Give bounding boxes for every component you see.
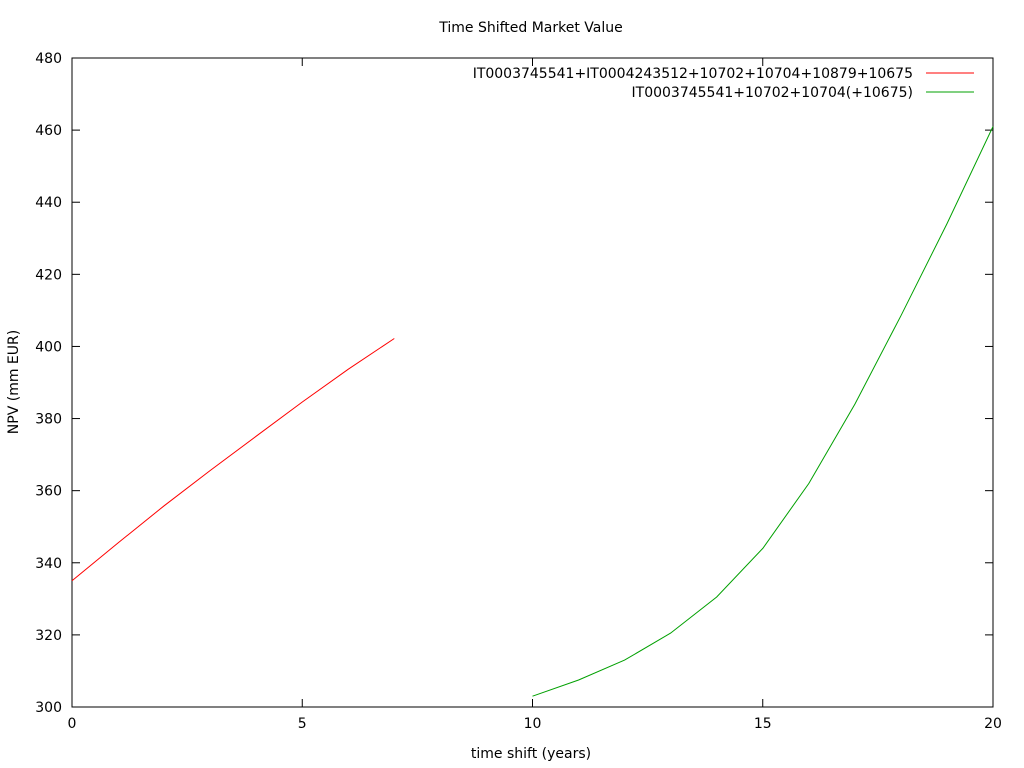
x-tick-label: 15 — [754, 716, 772, 732]
chart-title: Time Shifted Market Value — [438, 20, 623, 36]
x-tick-label: 10 — [524, 716, 542, 732]
y-tick-label: 320 — [35, 628, 62, 644]
series-line-2 — [532, 126, 994, 697]
legend: IT0003745541+IT0004243512+10702+10704+10… — [473, 66, 974, 101]
y-tick-label: 420 — [35, 267, 62, 283]
x-tick-label: 20 — [984, 716, 1002, 732]
legend-label-2: IT0003745541+10702+10704(+10675) — [632, 85, 913, 101]
y-tick-label: 440 — [35, 195, 62, 211]
legend-label-1: IT0003745541+IT0004243512+10702+10704+10… — [473, 66, 913, 82]
series-line-1 — [71, 338, 395, 582]
y-tick-label: 340 — [35, 556, 62, 572]
y-tick-label: 360 — [35, 484, 62, 500]
y-tick-label: 300 — [35, 700, 62, 716]
x-axis-label: time shift (years) — [471, 746, 591, 762]
y-tick-label: 380 — [35, 412, 62, 428]
y-tick-label: 400 — [35, 339, 62, 355]
ticks-layer: 0 5 10 15 20 300 320 340 360 380 400 420 440 460 480 — [35, 51, 1002, 732]
series-layer — [71, 126, 994, 697]
y-tick-label: 480 — [35, 51, 62, 67]
plot-frame — [71, 57, 994, 708]
y-axis-label: NPV (mm EUR) — [6, 330, 22, 434]
x-tick-label: 0 — [68, 716, 77, 732]
x-tick-label: 5 — [298, 716, 307, 732]
y-tick-label: 460 — [35, 123, 62, 139]
